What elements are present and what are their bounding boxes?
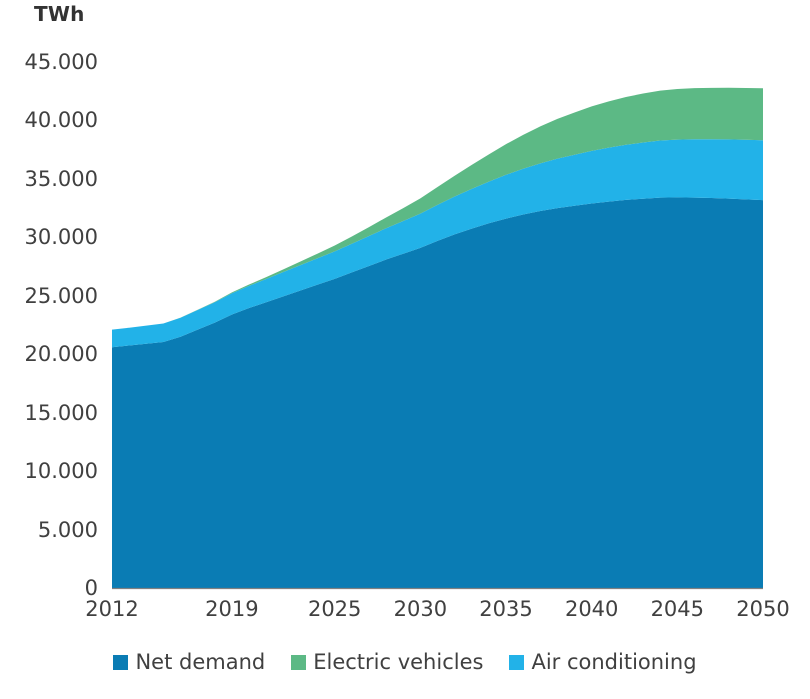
chart-legend: Net demand Electric vehicles Air condition…: [0, 650, 810, 674]
area-series-group: [112, 87, 763, 589]
area-series-air-conditioning: [112, 139, 763, 348]
legend-entry[interactable]: Air conditioning: [509, 650, 697, 674]
x-tick-label: 2025: [307, 597, 362, 621]
x-tick-label: 2040: [564, 597, 619, 621]
y-tick-label: 0: [84, 576, 98, 600]
area-series-electric-vehicles: [112, 87, 763, 330]
y-tick-label: 25.000: [24, 283, 98, 308]
x-tick-label: 2050: [736, 597, 790, 621]
x-tick-label: 2012: [85, 597, 139, 621]
legend-label: Net demand: [135, 650, 266, 674]
y-tick-label: 5.000: [37, 517, 98, 542]
legend-entry[interactable]: Electric vehicles: [291, 650, 483, 674]
area-series-net-demand: [112, 197, 763, 589]
legend-label: Air conditioning: [531, 650, 697, 674]
legend-swatch-icon: [291, 654, 307, 670]
legend-label: Electric vehicles: [313, 650, 484, 674]
y-tick-label: 40.000: [24, 108, 98, 133]
legend-swatch-icon: [509, 654, 525, 670]
legend-entry[interactable]: Net demand: [113, 650, 265, 674]
y-tick-label: 45.000: [24, 50, 98, 74]
y-tick-label: 30.000: [24, 225, 98, 250]
y-tick-label: 10.000: [24, 459, 98, 484]
legend-swatch-icon: [113, 654, 129, 670]
x-tick-label: 2035: [479, 597, 533, 621]
y-tick-label: 20.000: [24, 342, 98, 367]
y-tick-label: 35.000: [24, 166, 98, 191]
x-tick-label: 2030: [393, 597, 448, 621]
y-axis-unit-label: TWh: [34, 2, 85, 26]
x-tick-label: 2019: [205, 597, 259, 621]
y-tick-label: 15.000: [24, 400, 98, 425]
x-tick-label: 2045: [650, 597, 705, 621]
